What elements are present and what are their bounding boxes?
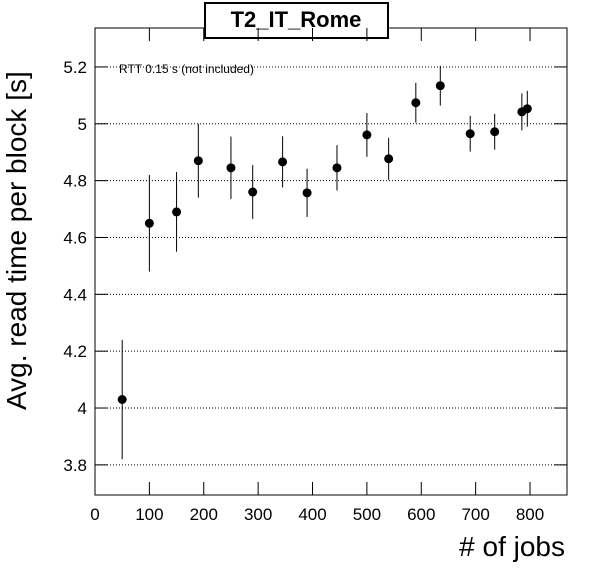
y-tick-label: 4.8 <box>63 172 87 191</box>
data-point <box>522 104 532 114</box>
x-tick-label: 400 <box>298 505 326 524</box>
y-axis-label: Avg. read time per block [s] <box>1 71 32 410</box>
data-point <box>332 163 342 173</box>
data-point <box>226 163 236 173</box>
data-point <box>384 154 394 164</box>
x-tick-label: 800 <box>516 505 544 524</box>
y-tick-label: 4.6 <box>63 228 87 247</box>
data-point <box>144 218 154 228</box>
x-tick-label: 300 <box>244 505 272 524</box>
x-tick-label: 500 <box>353 505 381 524</box>
data-point <box>435 81 445 91</box>
y-tick-label: 4.2 <box>63 342 87 361</box>
x-tick-label: 200 <box>190 505 218 524</box>
x-axis-label: # of jobs <box>459 531 565 562</box>
data-point <box>465 129 475 139</box>
y-tick-label: 3.8 <box>63 456 87 475</box>
plot-frame <box>94 27 568 496</box>
x-tick-label: 600 <box>407 505 435 524</box>
data-point <box>302 188 312 198</box>
title-box <box>204 2 389 39</box>
x-tick-label: 100 <box>135 505 163 524</box>
data-point <box>248 187 258 197</box>
y-tick-label: 4 <box>78 399 87 418</box>
chart-title: T2_IT_Rome <box>231 7 362 32</box>
x-tick-label: 700 <box>461 505 489 524</box>
data-point <box>193 156 203 166</box>
annotation: RTT 0.15 s (not included) <box>119 62 254 76</box>
data-point <box>490 127 500 137</box>
data-point <box>117 394 127 404</box>
data-point <box>278 157 288 167</box>
data-point <box>362 130 372 140</box>
data-point <box>172 207 182 217</box>
y-tick-label: 4.4 <box>63 285 87 304</box>
y-tick-label: 5 <box>78 115 87 134</box>
data-point <box>411 98 421 108</box>
y-tick-label: 5.2 <box>63 58 87 77</box>
x-tick-label: 0 <box>90 505 99 524</box>
